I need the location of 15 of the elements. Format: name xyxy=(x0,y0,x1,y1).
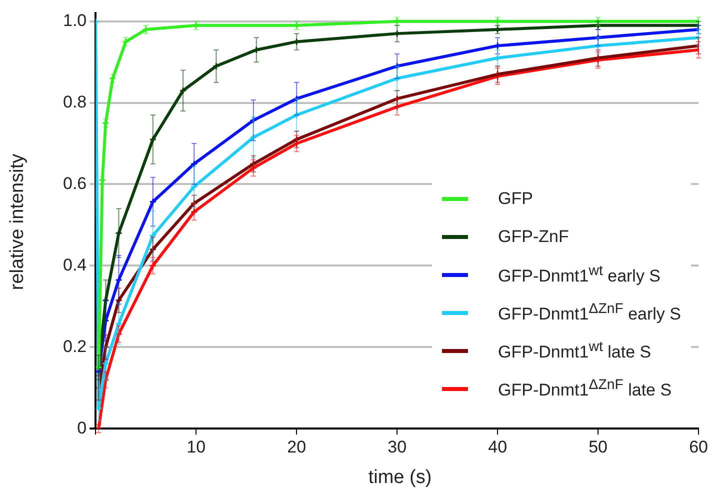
x-tick-label: 50 xyxy=(588,437,608,456)
y-tick-label: 0 xyxy=(77,418,87,438)
y-axis-title: relative intensity xyxy=(7,154,29,290)
y-tick-label: 0.6 xyxy=(62,174,87,193)
legend-label: GFP-Dnmt1$^{ΔZnF}$ late S xyxy=(498,377,672,401)
x-tick-label: 60 xyxy=(689,437,708,456)
y-tick-label: 0.4 xyxy=(62,255,87,274)
x-axis-title: time (s) xyxy=(368,467,432,489)
x-tick-label: 30 xyxy=(388,437,407,456)
y-tick-label: 0.2 xyxy=(62,336,87,356)
x-tick-label: 40 xyxy=(488,437,508,456)
y-tick-label: 1.0 xyxy=(62,11,87,30)
y-tick-label: 0.8 xyxy=(62,92,87,112)
x-tick-label: 10 xyxy=(186,437,206,456)
x-tick-label: 20 xyxy=(287,437,306,456)
